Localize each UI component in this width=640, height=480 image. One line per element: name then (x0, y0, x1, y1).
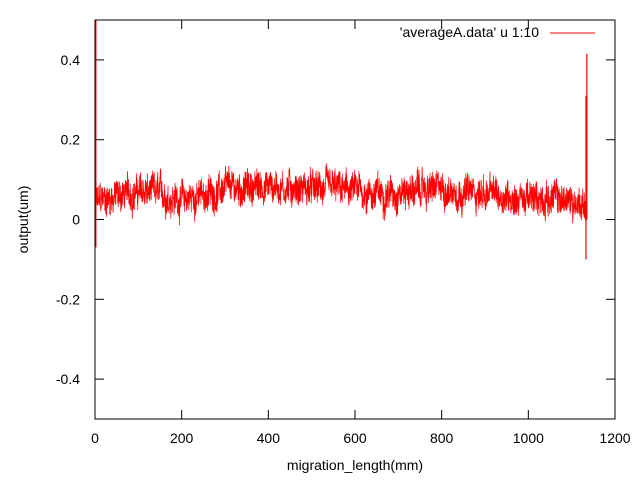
x-tick-label: 600 (343, 430, 367, 446)
y-tick-label: -0.2 (56, 291, 80, 307)
series-layer (94, 20, 588, 260)
legend-label: 'averageA.data' u 1:10 (400, 24, 539, 40)
y-tick-label: 0 (72, 212, 80, 228)
series-line (94, 163, 588, 226)
y-axis-ticks: -0.4 -0.2 0 0.2 0.4 (56, 52, 615, 387)
x-axis-ticks: 0 200 400 600 800 1000 1200 (91, 20, 631, 446)
plot-frame (94, 19, 616, 420)
x-tick-label: 1000 (513, 430, 544, 446)
legend: 'averageA.data' u 1:10 (400, 24, 595, 40)
x-tick-label: 1200 (599, 430, 630, 446)
y-tick-label: 0.4 (61, 52, 81, 68)
y-tick-label: -0.4 (56, 371, 80, 387)
x-tick-label: 400 (257, 430, 281, 446)
x-axis-label: migration_length(mm) (287, 457, 423, 473)
x-tick-label: 200 (170, 430, 194, 446)
x-tick-label: 0 (91, 430, 99, 446)
x-tick-label: 800 (430, 430, 454, 446)
y-tick-label: 0.2 (61, 132, 81, 148)
y-axis-label: output(um) (15, 186, 31, 254)
